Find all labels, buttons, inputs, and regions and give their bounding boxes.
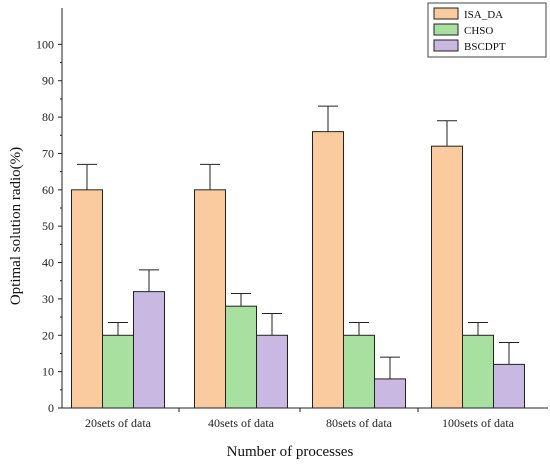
legend-label: BSCDPT: [464, 41, 506, 53]
bar-bscdpt-1: [256, 334, 288, 409]
legend-swatch: [433, 7, 459, 20]
legend-swatch: [433, 39, 459, 52]
bar-chso-1: [225, 305, 257, 409]
bar-bscdpt-0: [133, 291, 165, 409]
legend-label: CHSO: [464, 25, 493, 37]
legend-label: ISA_DA: [464, 9, 503, 21]
bar-isa-da-2: [312, 131, 344, 409]
x-axis-title: Number of processes: [227, 444, 354, 460]
y-tick-label: 70: [42, 146, 54, 160]
legend: ISA_DA CHSO BSCDPT: [427, 2, 547, 58]
x-tick-label: 40sets of data: [208, 416, 275, 430]
x-tick-label: 80sets of data: [326, 416, 393, 430]
y-tick-label: 20: [42, 328, 54, 342]
bar-isa-da-0: [71, 189, 103, 409]
bar-isa-da-3: [431, 145, 463, 409]
x-tick-label: 100sets of data: [442, 416, 515, 430]
y-tick-label: 100: [36, 37, 54, 51]
y-tick-label: 30: [42, 292, 54, 306]
legend-swatch: [433, 23, 459, 36]
bars-layer: [71, 105, 525, 409]
y-tick-label: 0: [48, 401, 54, 415]
y-tick-label: 50: [42, 219, 54, 233]
y-tick-label: 60: [42, 183, 54, 197]
bar-bscdpt-3: [493, 363, 525, 409]
bar-isa-da-1: [194, 189, 226, 409]
bar-bscdpt-2: [374, 378, 406, 409]
y-tick-label: 90: [42, 74, 54, 88]
bar-chso-2: [343, 334, 375, 409]
axes-layer: 0 10 20 30 40 50 60 70 80 90 100 20sets of data 40se…: [36, 8, 548, 430]
x-tick-label: 20sets of data: [85, 416, 152, 430]
y-axis-title: Optimal solution radio(%): [8, 147, 24, 305]
bar-chso-0: [102, 334, 134, 409]
y-tick-label: 10: [42, 365, 54, 379]
y-tick-label: 80: [42, 110, 54, 124]
bar-chso-3: [462, 334, 494, 409]
y-tick-label: 40: [42, 256, 54, 270]
